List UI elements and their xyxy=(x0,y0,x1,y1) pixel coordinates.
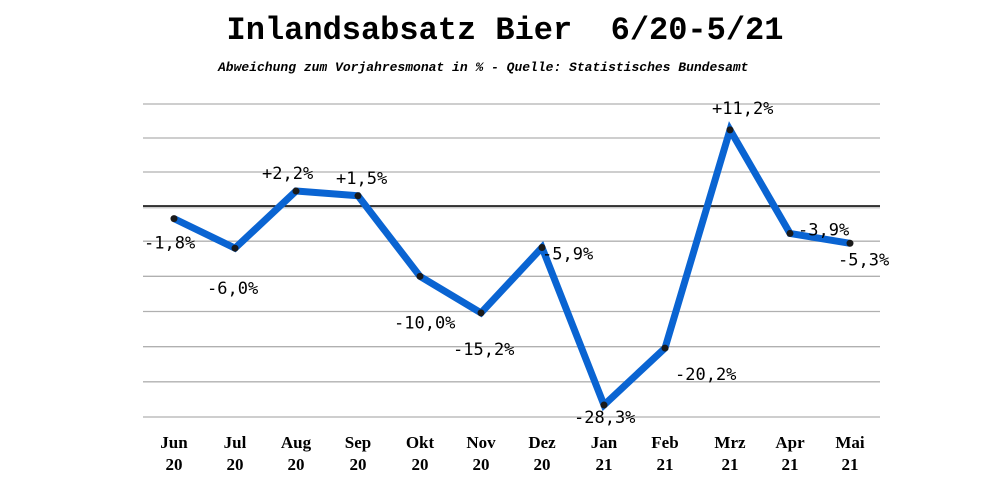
x-tick-year: 20 xyxy=(412,455,429,474)
data-label: -3,9% xyxy=(798,220,849,240)
data-point xyxy=(786,229,794,237)
x-tick-year: 20 xyxy=(534,455,551,474)
x-tick-year: 21 xyxy=(657,455,674,474)
data-point xyxy=(170,215,178,223)
data-point xyxy=(231,244,239,252)
x-tick-year: 20 xyxy=(473,455,490,474)
data-label: -6,0% xyxy=(207,279,258,299)
x-tick-label: Sep xyxy=(345,433,371,452)
x-tick-year: 20 xyxy=(288,455,305,474)
data-point xyxy=(477,309,485,317)
data-label: -1,8% xyxy=(144,234,195,254)
x-tick-year: 21 xyxy=(842,455,859,474)
x-tick-label: Jun xyxy=(160,433,188,452)
x-tick-label: Apr xyxy=(775,433,805,452)
data-point xyxy=(600,401,608,409)
data-label: -28,3% xyxy=(574,408,635,428)
x-tick-year: 20 xyxy=(227,455,244,474)
data-label: -5,3% xyxy=(838,250,889,270)
data-label: +11,2% xyxy=(712,99,773,119)
data-label: +2,2% xyxy=(262,164,313,184)
chart-subtitle: Abweichung zum Vorjahresmonat in % - Que… xyxy=(218,60,749,75)
data-point xyxy=(416,272,424,280)
x-tick-label: Nov xyxy=(466,433,496,452)
x-tick-label: Jan xyxy=(591,433,618,452)
data-point xyxy=(726,126,734,134)
data-label: +1,5% xyxy=(336,169,387,189)
data-label: -15,2% xyxy=(453,340,514,360)
data-point xyxy=(538,243,546,251)
data-point xyxy=(354,192,362,200)
x-tick-year: 21 xyxy=(722,455,739,474)
x-tick-label: Dez xyxy=(528,433,556,452)
x-tick-label: Mrz xyxy=(714,433,746,452)
data-point xyxy=(846,239,854,247)
data-line xyxy=(172,121,851,412)
x-tick-label: Mai xyxy=(835,433,865,452)
x-tick-label: Feb xyxy=(651,433,678,452)
data-label: -5,9% xyxy=(542,244,593,264)
x-tick-label: Okt xyxy=(406,433,435,452)
x-tick-label: Aug xyxy=(281,433,312,452)
x-tick-year: 21 xyxy=(782,455,799,474)
x-tick-year: 20 xyxy=(166,455,183,474)
data-label: -10,0% xyxy=(394,313,455,333)
x-tick-label: Jul xyxy=(224,433,247,452)
data-label: -20,2% xyxy=(675,365,736,385)
data-point xyxy=(292,187,300,195)
data-point xyxy=(661,344,669,352)
chart-title: Inlandsabsatz Bier 6/20-5/21 xyxy=(226,12,784,49)
x-tick-year: 20 xyxy=(350,455,367,474)
x-tick-year: 21 xyxy=(596,455,613,474)
